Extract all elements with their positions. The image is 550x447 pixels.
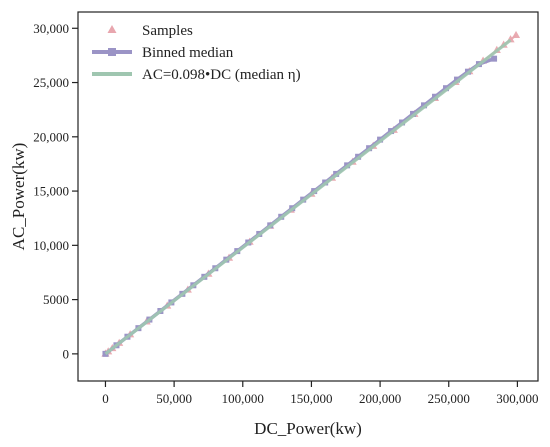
plot-frame — [77, 11, 539, 382]
legend-label: Binned median — [142, 45, 234, 61]
x-tick-label: 200,000 — [359, 391, 401, 406]
legend: Samples Binned median AC=0.098•DC (median … — [92, 23, 301, 83]
y-tick-label: 25,000 — [33, 75, 69, 90]
x-tick-label: 300,000 — [496, 391, 538, 406]
y-tick-label: 20,000 — [33, 129, 69, 144]
plot-area — [101, 30, 521, 357]
y-tick-label: 30,000 — [33, 21, 69, 36]
sample-point — [511, 30, 521, 39]
y-axis-title: AC_Power(kw) — [9, 143, 28, 251]
x-tick-label: 150,000 — [290, 391, 332, 406]
fit-line — [104, 38, 512, 356]
y-tick-label: 15,000 — [33, 184, 69, 199]
x-tick-label: 50,000 — [156, 391, 192, 406]
binned-median-point — [491, 55, 498, 62]
y-tick-label: 5000 — [43, 292, 69, 307]
legend-label: AC=0.098•DC (median η) — [142, 67, 301, 83]
plot-clipped — [101, 30, 521, 357]
x-axis-title: DC_Power(kw) — [254, 419, 362, 438]
x-tick-label: 250,000 — [428, 391, 470, 406]
axis-ticks: 0 50,000 100,000 150,000 200,000 250,000 300,0… — [33, 21, 538, 406]
y-tick-label: 0 — [63, 346, 70, 361]
x-tick-label: 100,000 — [222, 391, 264, 406]
x-tick-label: 0 — [102, 391, 109, 406]
legend-marker-samples — [107, 25, 117, 33]
y-tick-label: 10,000 — [33, 238, 69, 253]
legend-label: Samples — [142, 23, 193, 39]
legend-marker-binned-median — [108, 48, 116, 56]
